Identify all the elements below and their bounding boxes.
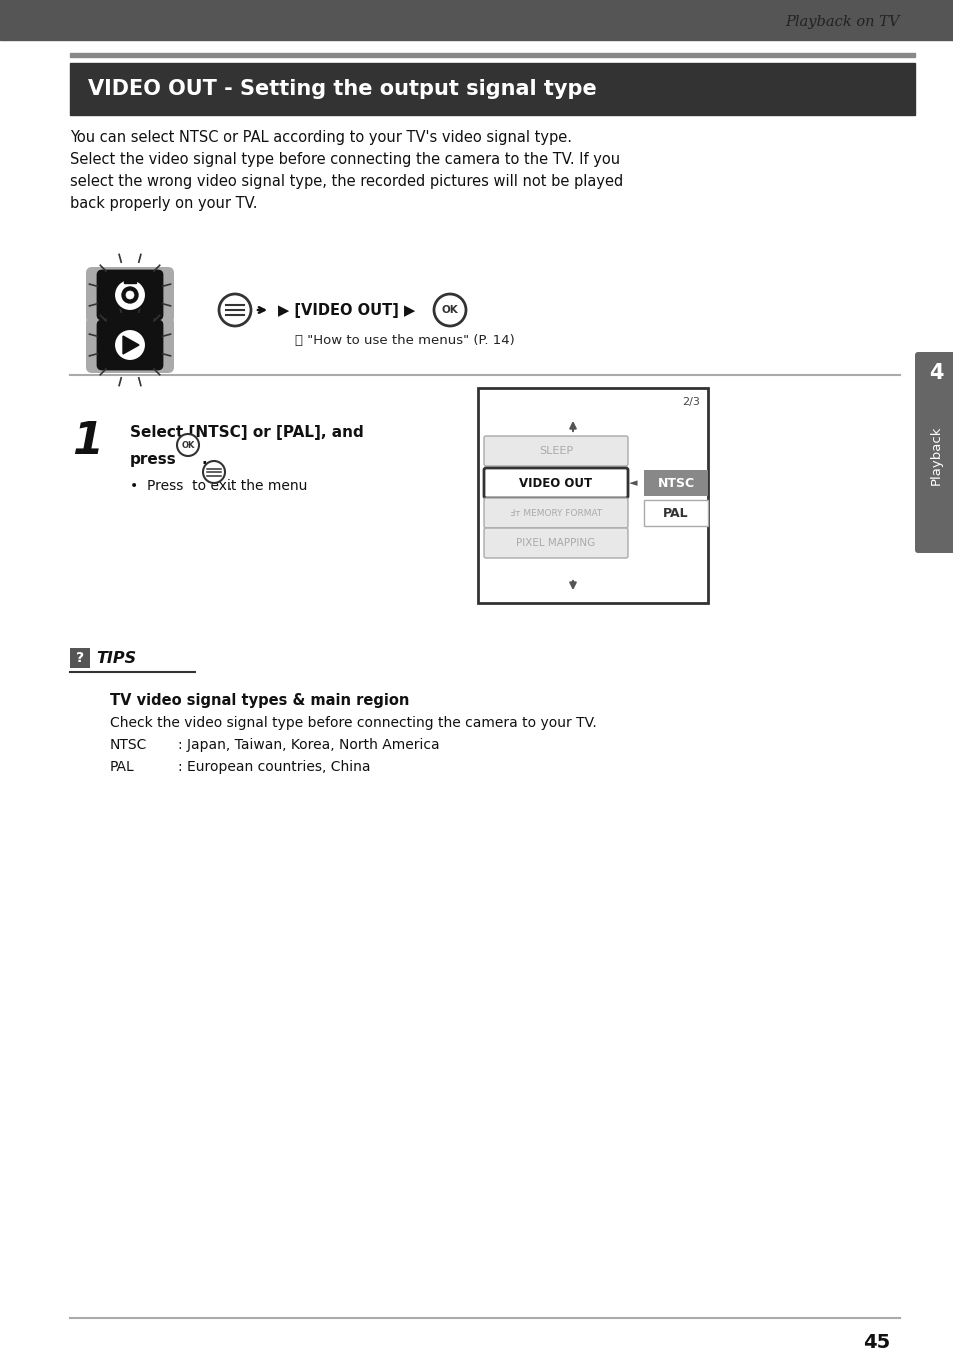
Bar [643,470,707,497]
Bar [0,0,953,39]
Text: VIDEO OUT - Setting the output signal type: VIDEO OUT - Setting the output signal ty… [88,79,597,99]
Text: PAL: PAL [662,506,688,520]
Text: •  Press  to exit the menu: • Press to exit the menu [130,479,307,493]
Bar [477,388,707,603]
FancyBboxPatch shape [86,318,173,373]
Bar [70,62,914,115]
Text: ▶ [VIDEO OUT] ▶: ▶ [VIDEO OUT] ▶ [277,303,415,318]
Text: Check the video signal type before connecting the camera to your TV.: Check the video signal type before conne… [110,716,597,730]
Circle shape [203,461,225,483]
Circle shape [219,294,251,326]
FancyBboxPatch shape [86,267,173,323]
Text: : European countries, China: : European countries, China [178,760,370,773]
Circle shape [113,328,146,361]
FancyBboxPatch shape [483,436,627,465]
Circle shape [177,434,199,456]
Bar [70,649,90,668]
Text: TV video signal types & main region: TV video signal types & main region [110,693,409,708]
Text: 📖 "How to use the menus" (P. 14): 📖 "How to use the menus" (P. 14) [294,334,515,346]
Text: Playback: Playback [928,425,942,484]
Text: Ⅎᴛ MEMORY FORMAT: Ⅎᴛ MEMORY FORMAT [509,509,601,517]
FancyBboxPatch shape [98,271,162,319]
Text: VIDEO OUT: VIDEO OUT [518,476,592,490]
Circle shape [113,280,146,311]
Bar [643,499,707,527]
Circle shape [122,286,138,303]
Text: 1: 1 [71,421,103,463]
FancyBboxPatch shape [483,468,627,498]
Text: 4: 4 [928,364,943,383]
FancyBboxPatch shape [98,322,162,369]
Text: NTSC: NTSC [657,476,694,490]
Text: NTSC: NTSC [110,738,147,752]
Circle shape [126,290,133,299]
Text: You can select NTSC or PAL according to your TV's video signal type.: You can select NTSC or PAL according to … [70,130,572,145]
FancyBboxPatch shape [483,528,627,558]
Text: ?: ? [76,651,84,665]
Text: OK: OK [181,441,194,449]
Text: PIXEL MAPPING: PIXEL MAPPING [516,537,595,548]
Text: .: . [228,479,233,493]
FancyBboxPatch shape [483,498,627,528]
FancyBboxPatch shape [914,351,953,554]
Text: ◄: ◄ [628,478,637,489]
Text: Playback on TV: Playback on TV [784,15,899,28]
Circle shape [434,294,465,326]
Text: PAL: PAL [110,760,134,773]
Text: back properly on your TV.: back properly on your TV. [70,195,257,210]
Bar [124,280,136,284]
Bar [158,286,172,303]
Bar [158,337,172,353]
Text: select the wrong video signal type, the recorded pictures will not be played: select the wrong video signal type, the … [70,174,622,189]
Text: OK: OK [441,305,457,315]
Text: Select the video signal type before connecting the camera to the TV. If you: Select the video signal type before conn… [70,152,619,167]
Text: 45: 45 [862,1333,889,1352]
Text: SLEEP: SLEEP [538,446,573,456]
Text: : Japan, Taiwan, Korea, North America: : Japan, Taiwan, Korea, North America [178,738,439,752]
Text: .: . [202,452,208,467]
Text: TIPS: TIPS [96,650,136,665]
Text: 2/3: 2/3 [681,398,700,407]
Text: Select [NTSC] or [PAL], and: Select [NTSC] or [PAL], and [130,425,363,440]
Polygon shape [123,337,139,354]
Bar [70,53,914,57]
Text: press: press [130,452,176,467]
